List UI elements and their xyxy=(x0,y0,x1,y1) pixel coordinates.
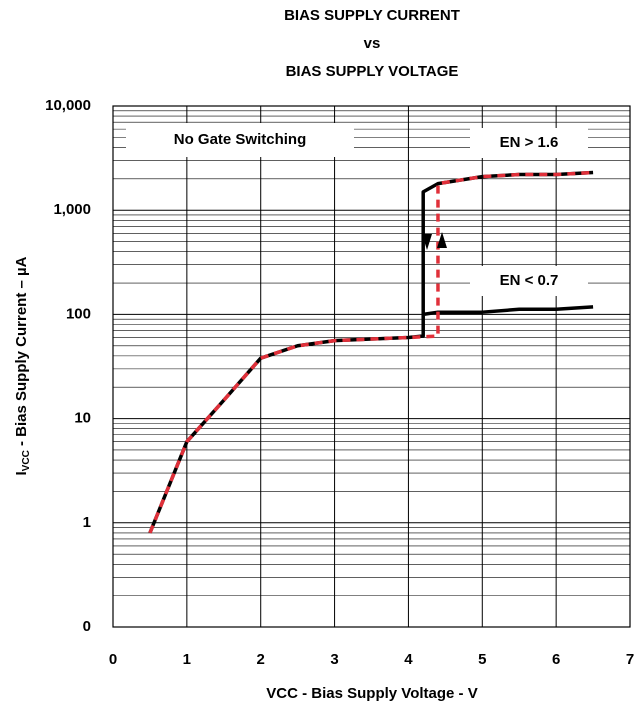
annotation-box xyxy=(470,128,588,158)
y-tick-label: 1 xyxy=(83,514,91,531)
plot-area xyxy=(112,105,631,628)
series-line xyxy=(148,170,594,534)
x-tick-label: 6 xyxy=(552,651,560,668)
y-tick-label: 10 xyxy=(74,410,91,427)
annotation-box xyxy=(126,123,354,157)
chart-title: BIAS SUPPLY VOLTAGE xyxy=(286,63,459,80)
annotation-box xyxy=(470,266,588,296)
y-label-main: I xyxy=(13,471,30,475)
chart-title: vs xyxy=(364,35,381,52)
arrow-up xyxy=(437,232,447,248)
x-tick-label: 5 xyxy=(478,651,486,668)
annotation: EN < 0.7 xyxy=(500,272,559,289)
arrow-down xyxy=(422,234,432,250)
x-tick-label: 7 xyxy=(626,651,634,668)
y-tick-label: 0 xyxy=(83,618,91,635)
plot-background xyxy=(112,105,631,628)
y-tick-label: 1,000 xyxy=(53,201,91,218)
y-tick-label: 100 xyxy=(66,305,91,322)
x-axis-label: VCC - Bias Supply Voltage - V xyxy=(266,685,477,702)
x-tick-label: 2 xyxy=(257,651,265,668)
annotation: EN > 1.6 xyxy=(500,134,559,151)
y-label-rest: - Bias Supply Current – µA xyxy=(13,256,30,450)
x-tick-label: 0 xyxy=(109,651,117,668)
y-axis-label: IVCC - Bias Supply Current – µA xyxy=(13,256,32,475)
y-tick-label: 10,000 xyxy=(45,97,91,114)
x-tick-label: 3 xyxy=(330,651,338,668)
overlay: No Gate Switching EN > 1.6 EN < 0.7 xyxy=(126,123,588,296)
x-tick-label: 4 xyxy=(404,651,413,668)
x-tick-label: 1 xyxy=(183,651,191,668)
y-label-sub: VCC xyxy=(21,450,32,471)
annotation: No Gate Switching xyxy=(174,131,307,148)
chart-title: BIAS SUPPLY CURRENT xyxy=(284,7,460,24)
